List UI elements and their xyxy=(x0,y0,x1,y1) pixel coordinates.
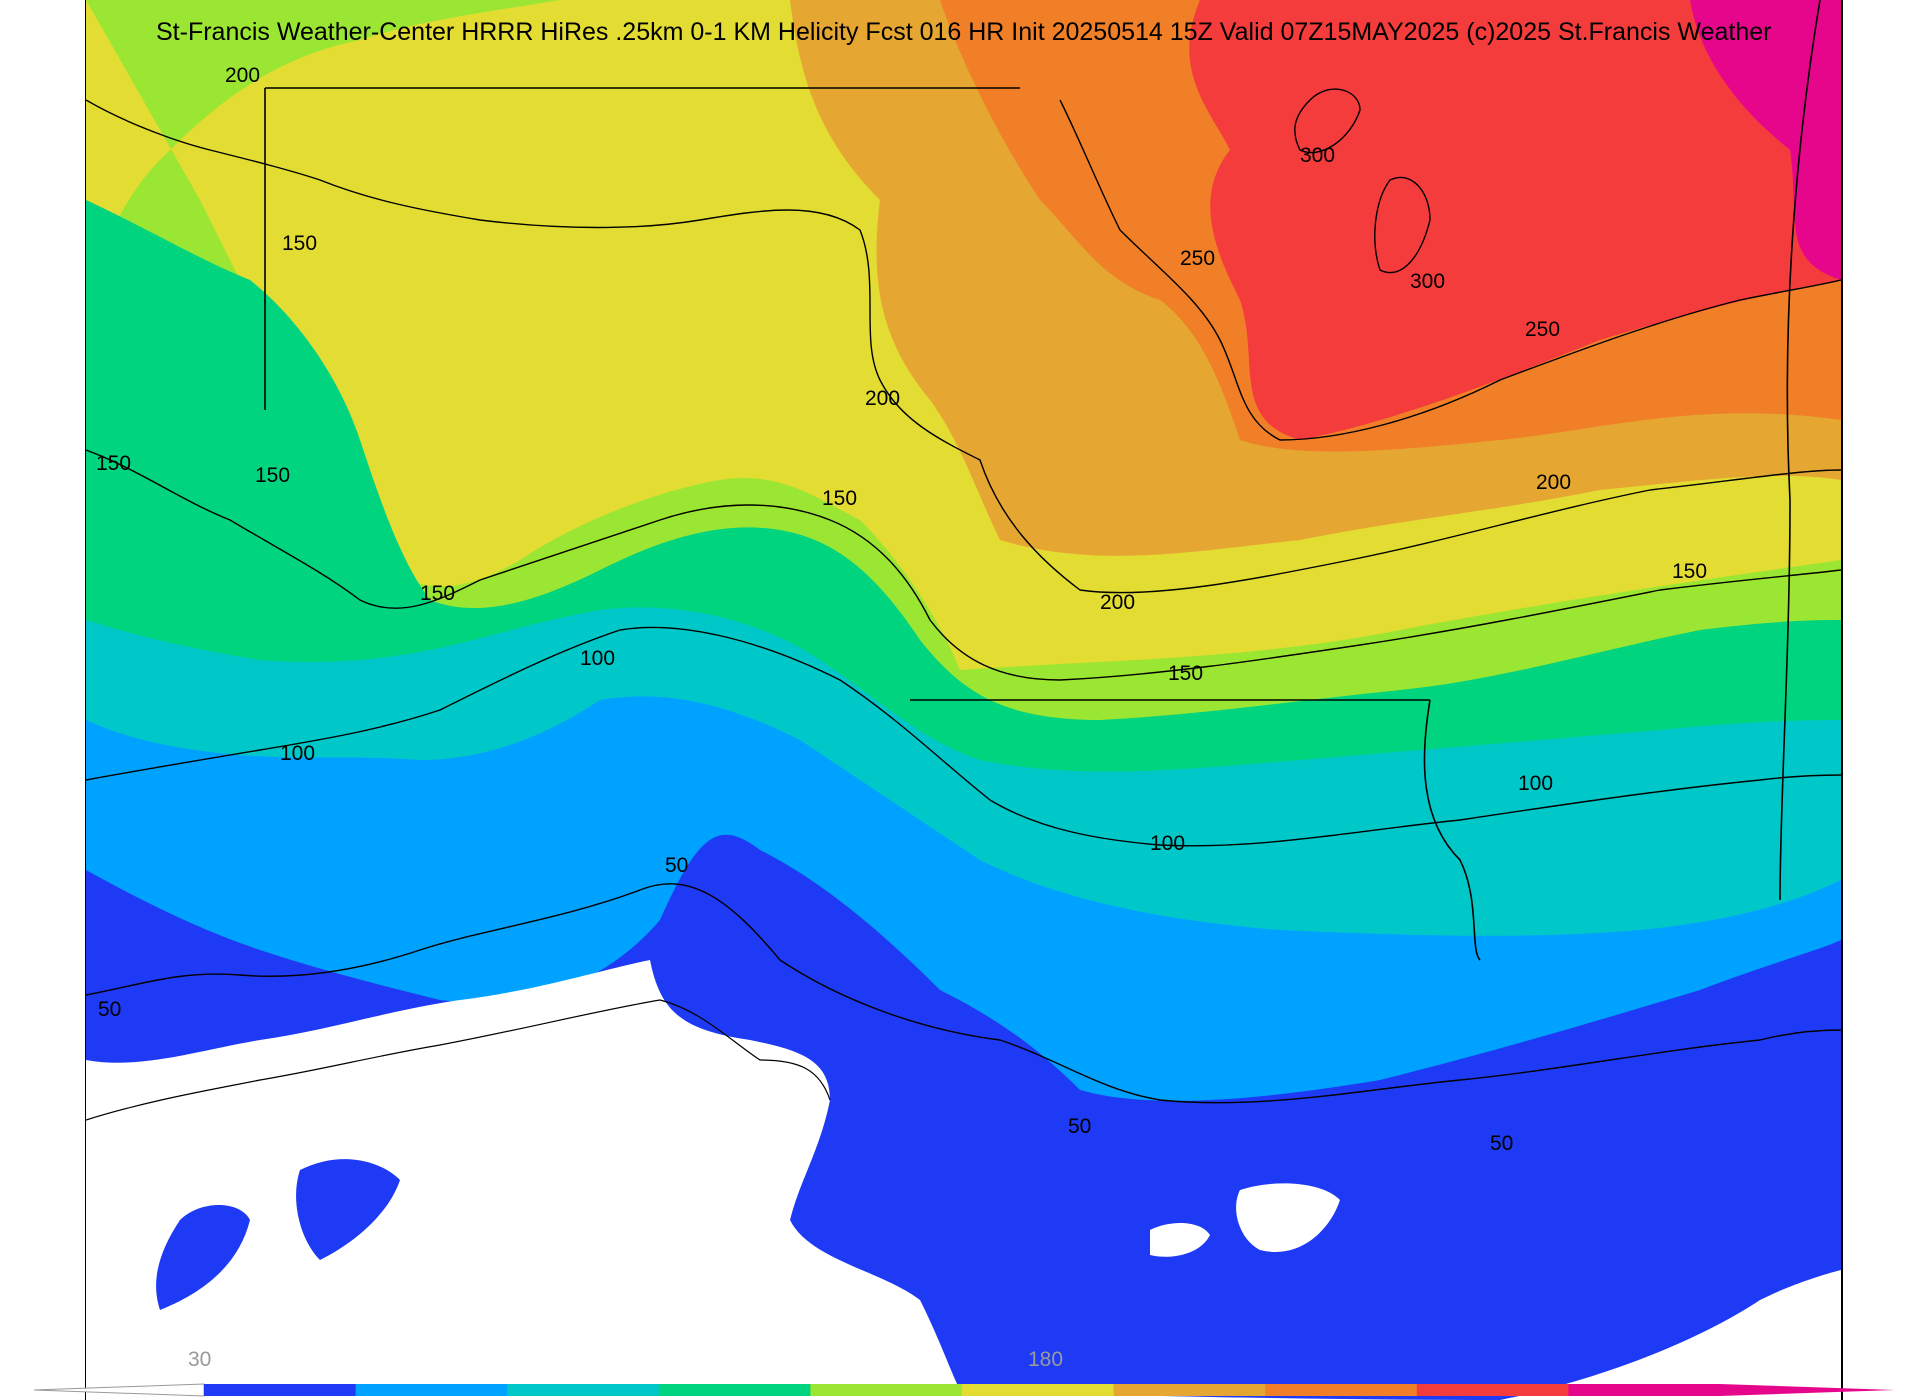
colorbar-tick-label: 180 xyxy=(1028,1348,1064,1371)
state-border xyxy=(1779,0,1821,901)
contour-label: 250 xyxy=(1180,247,1215,270)
contour-label: 250 xyxy=(1525,318,1560,341)
contour-line-200 xyxy=(86,99,1841,594)
field-blob-30 xyxy=(156,1205,250,1310)
contour-line-150 xyxy=(86,449,1841,681)
contour-label: 100 xyxy=(280,742,315,765)
field-blob-below-threshold xyxy=(1236,1183,1340,1252)
contour-label: 200 xyxy=(225,64,260,87)
contour-label: 150 xyxy=(420,582,455,605)
contour-line-300 xyxy=(1374,176,1431,274)
contour-label: 150 xyxy=(1168,662,1203,685)
colorbar-segment xyxy=(507,1384,660,1396)
colorbar-segment xyxy=(355,1384,508,1396)
colorbar-tick-label: 30 xyxy=(188,1348,212,1371)
coast-line xyxy=(86,999,831,1121)
colorbar-segment xyxy=(658,1384,811,1396)
colorbar-segment xyxy=(1568,1384,1721,1396)
contour-label: 150 xyxy=(282,232,317,255)
contour-line-250 xyxy=(1059,99,1841,441)
contour-label: 100 xyxy=(1518,772,1553,795)
contour-label: 300 xyxy=(1410,270,1445,293)
contour-label: 150 xyxy=(822,487,857,510)
colorbar-segment xyxy=(1113,1384,1266,1396)
field-below-threshold xyxy=(86,960,1841,1400)
contour-line-50 xyxy=(86,883,1841,1104)
contour-label: 300 xyxy=(1300,144,1335,167)
contour-label: 50 xyxy=(1068,1115,1091,1138)
contour-label: 200 xyxy=(865,387,900,410)
contour-label: 100 xyxy=(580,647,615,670)
contour-label: 50 xyxy=(1490,1132,1513,1155)
field-blob-30 xyxy=(296,1159,400,1260)
colorbar-segment xyxy=(204,1384,357,1396)
contour-labels: 200 150 150 150 150 100 100 100 50 50 50… xyxy=(96,64,1707,1155)
contour-label: 150 xyxy=(1672,560,1707,583)
colorbar-extend-high xyxy=(1720,1384,1895,1396)
colorbar-segment xyxy=(810,1384,963,1396)
contour-label: 200 xyxy=(1100,591,1135,614)
map-title: St-Francis Weather-Center HRRR HiRes .25… xyxy=(156,18,1772,46)
colorbar-segment xyxy=(962,1384,1115,1396)
colorbar-segment xyxy=(1265,1384,1418,1396)
contour-label: 50 xyxy=(98,998,121,1021)
contour-label: 100 xyxy=(1150,832,1185,855)
colorbar-segment xyxy=(1416,1384,1569,1396)
contour-label: 150 xyxy=(255,464,290,487)
contour-line-300 xyxy=(1294,88,1361,154)
colorbar xyxy=(33,1383,1895,1397)
state-border xyxy=(264,87,1481,961)
contour-label: 50 xyxy=(665,854,688,877)
field-blob-below-threshold xyxy=(1150,1223,1210,1257)
contour-line-100 xyxy=(86,626,1841,847)
contour-label: 200 xyxy=(1536,471,1571,494)
contour-label: 150 xyxy=(96,452,131,475)
